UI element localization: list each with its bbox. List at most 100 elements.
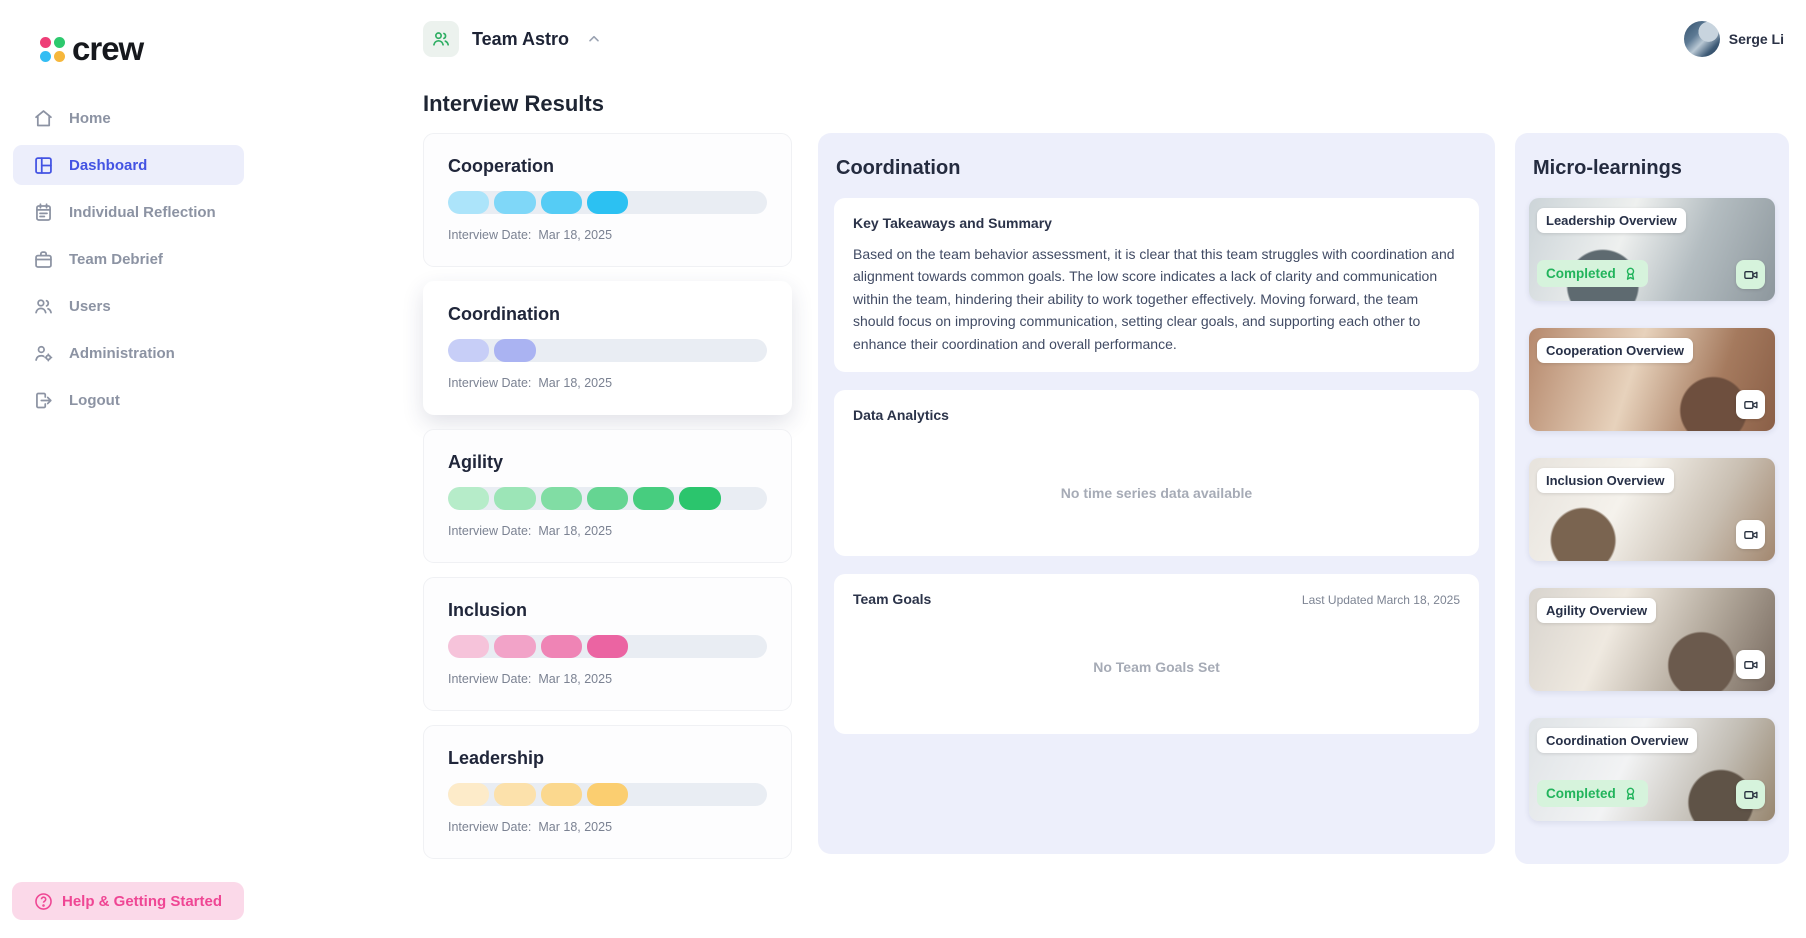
key-takeaways-title: Key Takeaways and Summary — [853, 215, 1052, 231]
data-analytics-empty-message: No time series data available — [1060, 484, 1253, 501]
interview-date-value: Mar 18, 2025 — [538, 524, 613, 538]
score-segment — [448, 635, 490, 658]
sidebar-item-team-debrief[interactable]: Team Debrief — [13, 239, 244, 279]
micro-learning-card-cooperation-overview[interactable]: Cooperation Overview — [1529, 328, 1775, 431]
detail-panel-title: Coordination — [836, 157, 961, 179]
score-segment — [587, 339, 628, 362]
score-bar — [448, 783, 767, 806]
admin-icon — [33, 343, 54, 364]
micro-learning-card-agility-overview[interactable]: Agility Overview — [1529, 588, 1775, 691]
score-segment — [494, 487, 536, 510]
sidebar-item-label: Individual Reflection — [69, 203, 216, 221]
award-icon — [1622, 265, 1639, 282]
score-segment — [679, 783, 720, 806]
score-segment — [633, 339, 674, 362]
score-segment — [679, 635, 720, 658]
interview-date: Interview Date: Mar 18, 2025 — [448, 524, 767, 538]
sidebar-item-logout[interactable]: Logout — [13, 380, 244, 420]
sidebar-item-label: Users — [69, 297, 111, 315]
score-bar — [448, 635, 767, 658]
logo-dots-icon — [40, 36, 65, 62]
chevron-up-icon[interactable] — [586, 31, 602, 47]
sidebar-spacer — [0, 427, 257, 882]
score-segment — [494, 635, 536, 658]
logout-icon — [33, 390, 54, 411]
score-segment — [540, 635, 582, 658]
video-camera-icon[interactable] — [1736, 260, 1765, 289]
interview-date: Interview Date: Mar 18, 2025 — [448, 376, 767, 390]
sidebar-item-home[interactable]: Home — [13, 98, 244, 138]
interview-card-title: Leadership — [448, 748, 545, 768]
score-bar — [448, 487, 767, 510]
team-goals-header: Team Goals Last Updated March 18, 2025 — [853, 591, 1460, 607]
interview-date-value: Mar 18, 2025 — [538, 228, 613, 242]
score-bar — [448, 339, 767, 362]
help-button[interactable]: Help & Getting Started — [12, 882, 244, 920]
score-segment — [726, 783, 767, 806]
score-segment — [448, 487, 490, 510]
micro-learning-label: Agility Overview — [1537, 598, 1657, 623]
team-selector[interactable]: Team Astro — [423, 21, 602, 57]
score-segment — [633, 487, 675, 510]
score-segment — [633, 191, 674, 214]
data-analytics-card: Data Analytics No time series data avail… — [834, 389, 1479, 556]
score-segment — [494, 783, 536, 806]
user-name: Serge Li — [1728, 31, 1784, 47]
sidebar-item-individual-reflection[interactable]: Individual Reflection — [13, 192, 244, 232]
interview-card-list: Cooperation Interview Date: Mar 18, 2025 Co… — [423, 133, 792, 873]
content-row: Cooperation Interview Date: Mar 18, 2025 Co… — [423, 133, 1789, 873]
score-segment — [679, 487, 721, 510]
team-users-icon — [423, 21, 459, 57]
score-segment — [586, 487, 629, 510]
video-camera-icon[interactable] — [1736, 780, 1765, 809]
question-circle-icon — [34, 892, 53, 911]
micro-learnings-panel: Micro-learnings Leadership Overview Compl… — [1515, 133, 1789, 864]
interview-date-label: Interview Date: — [448, 228, 532, 242]
detail-panel: Coordination Key Takeaways and Summary B… — [818, 133, 1495, 854]
sidebar-item-users[interactable]: Users — [13, 286, 244, 326]
reflection-icon — [33, 202, 54, 223]
home-icon — [33, 108, 54, 129]
sidebar-item-label: Dashboard — [69, 156, 148, 174]
interview-card-leadership[interactable]: Leadership Interview Date: Mar 18, 2025 — [423, 725, 792, 859]
users-icon — [33, 296, 54, 317]
score-segment — [494, 191, 536, 214]
completed-badge-label: Completed — [1546, 266, 1616, 281]
micro-learning-card-leadership-overview[interactable]: Leadership Overview Completed — [1529, 198, 1775, 301]
key-takeaways-card: Key Takeaways and Summary Based on the t… — [834, 198, 1479, 372]
sidebar-item-label: Home — [69, 109, 111, 127]
micro-learning-label: Inclusion Overview — [1537, 468, 1674, 493]
sidebar-item-label: Administration — [69, 344, 175, 362]
score-segment — [540, 487, 582, 510]
team-goals-empty-message: No Team Goals Set — [1093, 658, 1220, 675]
interview-card-coordination[interactable]: Coordination Interview Date: Mar 18, 2025 — [423, 281, 792, 415]
sidebar: crew Home Dashboard Individual Reflection T… — [0, 0, 257, 938]
sidebar-item-dashboard[interactable]: Dashboard — [13, 145, 244, 185]
team-name: Team Astro — [472, 28, 570, 49]
sidebar-nav: Home Dashboard Individual Reflection Team D… — [0, 98, 257, 427]
user-menu[interactable]: Serge Li — [1683, 21, 1788, 57]
avatar — [1683, 21, 1720, 57]
interview-date-value: Mar 18, 2025 — [538, 672, 613, 686]
completed-badge: Completed — [1537, 260, 1648, 287]
sidebar-item-label: Team Debrief — [69, 250, 163, 268]
video-camera-icon[interactable] — [1736, 650, 1765, 679]
micro-learning-card-coordination-overview[interactable]: Coordination Overview Completed — [1529, 718, 1775, 821]
page-title: Interview Results — [423, 91, 604, 116]
key-takeaways-body: Based on the team behavior assessment, i… — [853, 246, 1455, 352]
micro-learning-card-inclusion-overview[interactable]: Inclusion Overview — [1529, 458, 1775, 561]
sidebar-item-administration[interactable]: Administration — [13, 333, 244, 373]
interview-card-inclusion[interactable]: Inclusion Interview Date: Mar 18, 2025 — [423, 577, 792, 711]
micro-learnings-title: Micro-learnings — [1533, 157, 1682, 179]
video-camera-icon[interactable] — [1736, 390, 1765, 419]
interview-date-value: Mar 18, 2025 — [538, 376, 613, 390]
interview-card-cooperation[interactable]: Cooperation Interview Date: Mar 18, 2025 — [423, 133, 792, 267]
interview-card-agility[interactable]: Agility Interview Date: Mar 18, 2025 — [423, 429, 792, 563]
top-bar: Team Astro Serge Li — [423, 0, 1788, 57]
award-icon — [1622, 785, 1639, 802]
score-segment — [726, 487, 767, 510]
app-logo: crew — [0, 0, 257, 68]
interview-date: Interview Date: Mar 18, 2025 — [448, 820, 767, 834]
video-camera-icon[interactable] — [1736, 520, 1765, 549]
micro-learnings-list: Leadership Overview Completed Cooperation … — [1529, 198, 1775, 821]
